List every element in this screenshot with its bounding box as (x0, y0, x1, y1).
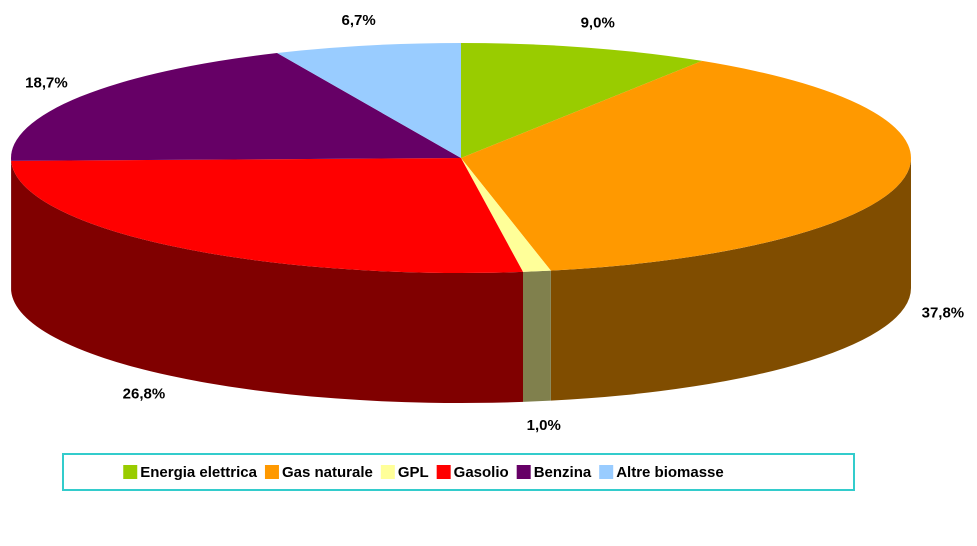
data-label: 26,8% (123, 386, 166, 403)
legend-swatch (380, 465, 395, 479)
legend-label: Gasolio (454, 464, 509, 481)
pie-side (550, 158, 912, 401)
pie-slice (277, 43, 461, 158)
pie-slice (11, 53, 462, 161)
legend-swatch (123, 465, 138, 479)
pie-slice (11, 158, 524, 273)
pie-slice (461, 60, 911, 271)
legend-label: Gas naturale (282, 464, 373, 481)
data-label: 1,0% (527, 417, 561, 434)
legend-swatch (436, 465, 451, 479)
legend-label: Benzina (534, 464, 592, 481)
legend-label: GPL (398, 464, 429, 481)
data-label: 6,7% (342, 12, 376, 29)
legend-box (62, 453, 855, 491)
data-label: 18,7% (25, 74, 68, 91)
legend-swatch (264, 465, 279, 479)
data-label: 9,0% (581, 15, 615, 32)
pie-slice (461, 43, 703, 158)
pie-slice (461, 158, 551, 272)
data-label: 37,8% (922, 304, 965, 321)
legend-label: Altre biomasse (616, 464, 724, 481)
pie-side (523, 270, 551, 402)
pie-side (11, 160, 524, 404)
legend-label: Energia elettrica (140, 464, 257, 481)
legend-swatch (516, 465, 531, 479)
legend-swatch (599, 465, 614, 479)
